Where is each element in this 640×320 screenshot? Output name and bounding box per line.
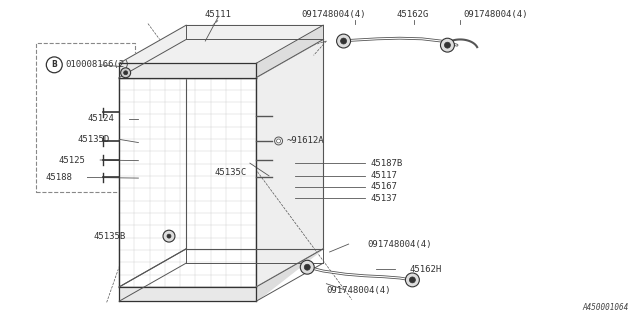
Text: A450001064: A450001064 (583, 303, 629, 312)
Circle shape (337, 34, 351, 48)
Text: 45117: 45117 (371, 172, 398, 180)
Text: 45167: 45167 (371, 182, 398, 191)
Text: 091748004(4): 091748004(4) (326, 285, 391, 295)
Polygon shape (119, 39, 323, 77)
Text: 45187B: 45187B (371, 159, 403, 168)
Text: 45135D: 45135D (78, 135, 110, 144)
Polygon shape (119, 287, 256, 301)
Circle shape (340, 38, 347, 44)
Circle shape (440, 38, 454, 52)
Text: 091748004(4): 091748004(4) (368, 240, 432, 249)
Circle shape (121, 68, 131, 78)
Text: 45124: 45124 (88, 114, 115, 123)
Polygon shape (119, 63, 256, 77)
Circle shape (276, 139, 280, 143)
Polygon shape (119, 77, 256, 287)
Text: 45137: 45137 (371, 194, 398, 203)
Circle shape (167, 234, 171, 238)
Circle shape (300, 260, 314, 274)
Polygon shape (119, 25, 323, 63)
Text: 45135B: 45135B (94, 232, 126, 241)
Text: 010008166(2): 010008166(2) (65, 60, 130, 69)
Text: B: B (51, 60, 57, 69)
Text: 45188: 45188 (46, 173, 73, 182)
Circle shape (124, 71, 127, 75)
Text: 45135C: 45135C (215, 168, 247, 177)
Text: 45162H: 45162H (409, 265, 442, 274)
Polygon shape (256, 249, 323, 301)
Circle shape (405, 273, 419, 287)
Text: 091748004(4): 091748004(4) (463, 10, 528, 19)
Polygon shape (256, 25, 323, 77)
Polygon shape (256, 39, 323, 287)
Circle shape (163, 230, 175, 242)
Circle shape (410, 277, 415, 283)
Circle shape (304, 264, 310, 270)
Text: 45111: 45111 (205, 10, 232, 19)
Text: 091748004(4): 091748004(4) (301, 10, 365, 19)
Text: ~91612A: ~91612A (287, 136, 324, 146)
Text: 45125: 45125 (59, 156, 86, 164)
Circle shape (444, 42, 451, 48)
Text: 45162G: 45162G (396, 10, 429, 19)
